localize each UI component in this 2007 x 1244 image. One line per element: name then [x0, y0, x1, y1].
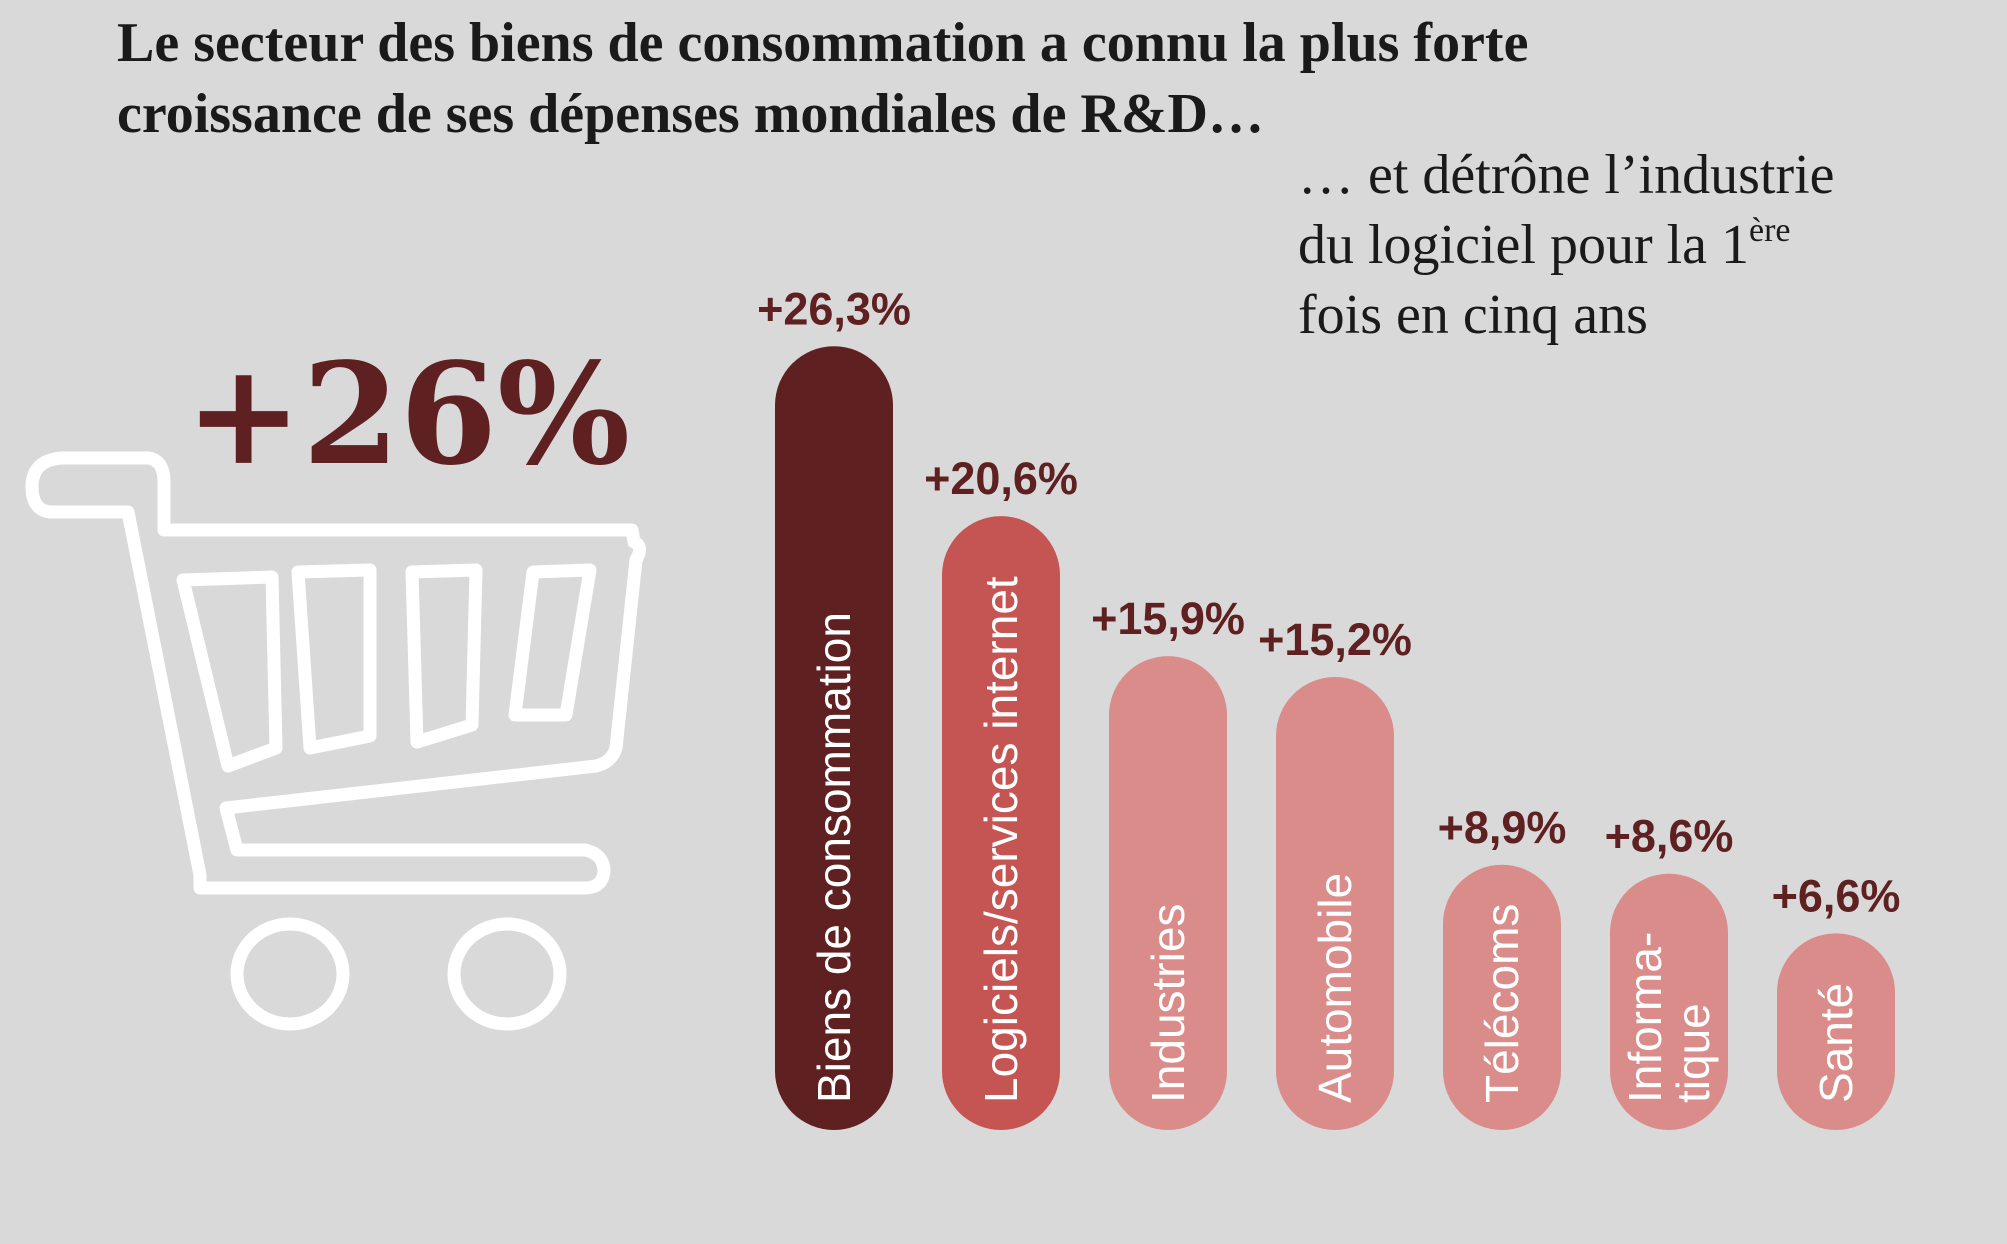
bar [1443, 864, 1561, 1130]
bar [942, 516, 1060, 1130]
category-label-line: Informa- [1619, 932, 1671, 1103]
big-stat: +26% [185, 333, 631, 497]
subtitle-line-2: du logiciel pour la 1ère [1298, 210, 1998, 280]
shopping-cart-icon [25, 451, 646, 1031]
bar [1610, 873, 1728, 1130]
data-label: +20,6% [924, 453, 1078, 504]
subtitle-line-3: fois en cinq ans [1298, 284, 1648, 346]
bar [1109, 656, 1227, 1130]
category-label: Télécoms [1476, 904, 1528, 1103]
subtitle: … et détrône l’industrie du logiciel pou… [1298, 140, 1998, 350]
data-label: +8,6% [1605, 811, 1734, 862]
category-label-line: Logiciels/services internet [975, 576, 1027, 1103]
data-label: +15,9% [1091, 593, 1245, 644]
bar-group: +8,6% Informa-tique [1605, 811, 1734, 1130]
subtitle-line-2-text: du logiciel pour la 1 [1298, 214, 1750, 276]
subtitle-line-1: … et détrône l’industrie [1298, 144, 1835, 206]
category-label: Industries [1142, 904, 1194, 1103]
bar [1777, 933, 1895, 1130]
subtitle-superscript: ère [1749, 212, 1791, 249]
category-label-line: Santé [1810, 983, 1862, 1103]
category-label: Informa-tique [1619, 932, 1719, 1103]
bar-group: +15,2% Automobile [1258, 614, 1412, 1130]
data-label: +8,9% [1438, 802, 1567, 853]
category-label: Santé [1810, 983, 1862, 1103]
bar-group: +6,6% Santé [1772, 870, 1901, 1130]
data-label: +26,3% [757, 283, 911, 334]
category-label-line: Industries [1142, 904, 1194, 1103]
data-label: +15,2% [1258, 614, 1412, 665]
category-label: Automobile [1309, 873, 1361, 1103]
bar [1276, 677, 1394, 1130]
category-label-line: Biens de consommation [808, 612, 860, 1103]
category-label-line: tique [1667, 1003, 1719, 1103]
bar-group: +26,3% Biens de consommation [757, 283, 911, 1130]
category-label: Biens de consommation [808, 612, 860, 1103]
data-label: +6,6% [1772, 870, 1901, 921]
bar [775, 346, 893, 1130]
category-label-line: Automobile [1309, 873, 1361, 1103]
bar-group: +8,9% Télécoms [1438, 802, 1567, 1130]
category-label: Logiciels/services internet [975, 576, 1027, 1103]
category-label-line: Télécoms [1476, 904, 1528, 1103]
bar-group: +15,9% Industries [1091, 593, 1245, 1130]
page-title: Le secteur des biens de consommation a c… [117, 12, 1529, 145]
bar-group: +20,6% Logiciels/services internet [924, 453, 1078, 1130]
